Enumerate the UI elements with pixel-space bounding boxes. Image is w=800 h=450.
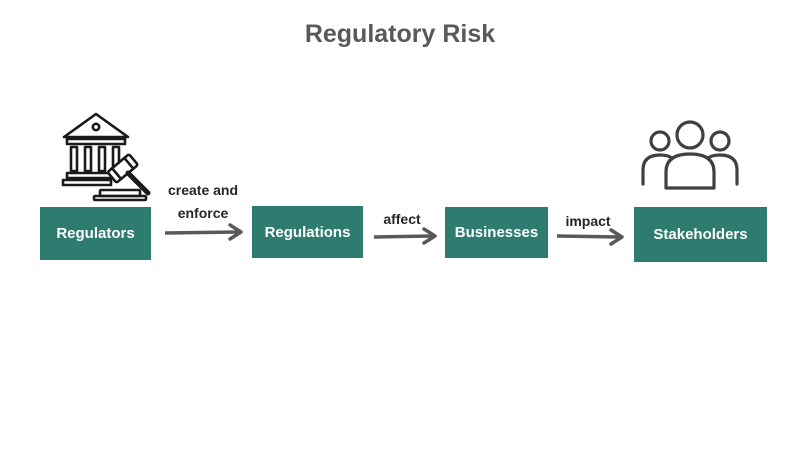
node-stakeholders-label: Stakeholders [653, 226, 748, 243]
node-stakeholders: Stakeholders [634, 207, 767, 262]
arrow-regulations-to-businesses [373, 227, 437, 245]
edge-label-enforce-line: enforce [177, 205, 229, 221]
node-regulations-label: Regulations [264, 223, 351, 241]
node-businesses: Businesses [445, 207, 548, 258]
courthouse-gavel-icon [61, 112, 151, 202]
node-regulators-label: Regulators [56, 225, 135, 242]
node-regulators: Regulators [40, 207, 151, 260]
node-regulations: Regulations [252, 206, 363, 258]
people-group-icon [641, 120, 739, 190]
edge-label-impact: impact [565, 213, 611, 229]
edge-label-create-enforce: create and enforce [152, 179, 254, 225]
edge-label-affect: affect [383, 211, 421, 227]
arrow-regulators-to-regulations [164, 223, 243, 241]
arrow-businesses-to-stakeholders [556, 228, 624, 246]
node-businesses-label: Businesses [454, 224, 539, 241]
edge-label-create-line: create and [167, 182, 239, 198]
page-title: Regulatory Risk [304, 20, 496, 48]
